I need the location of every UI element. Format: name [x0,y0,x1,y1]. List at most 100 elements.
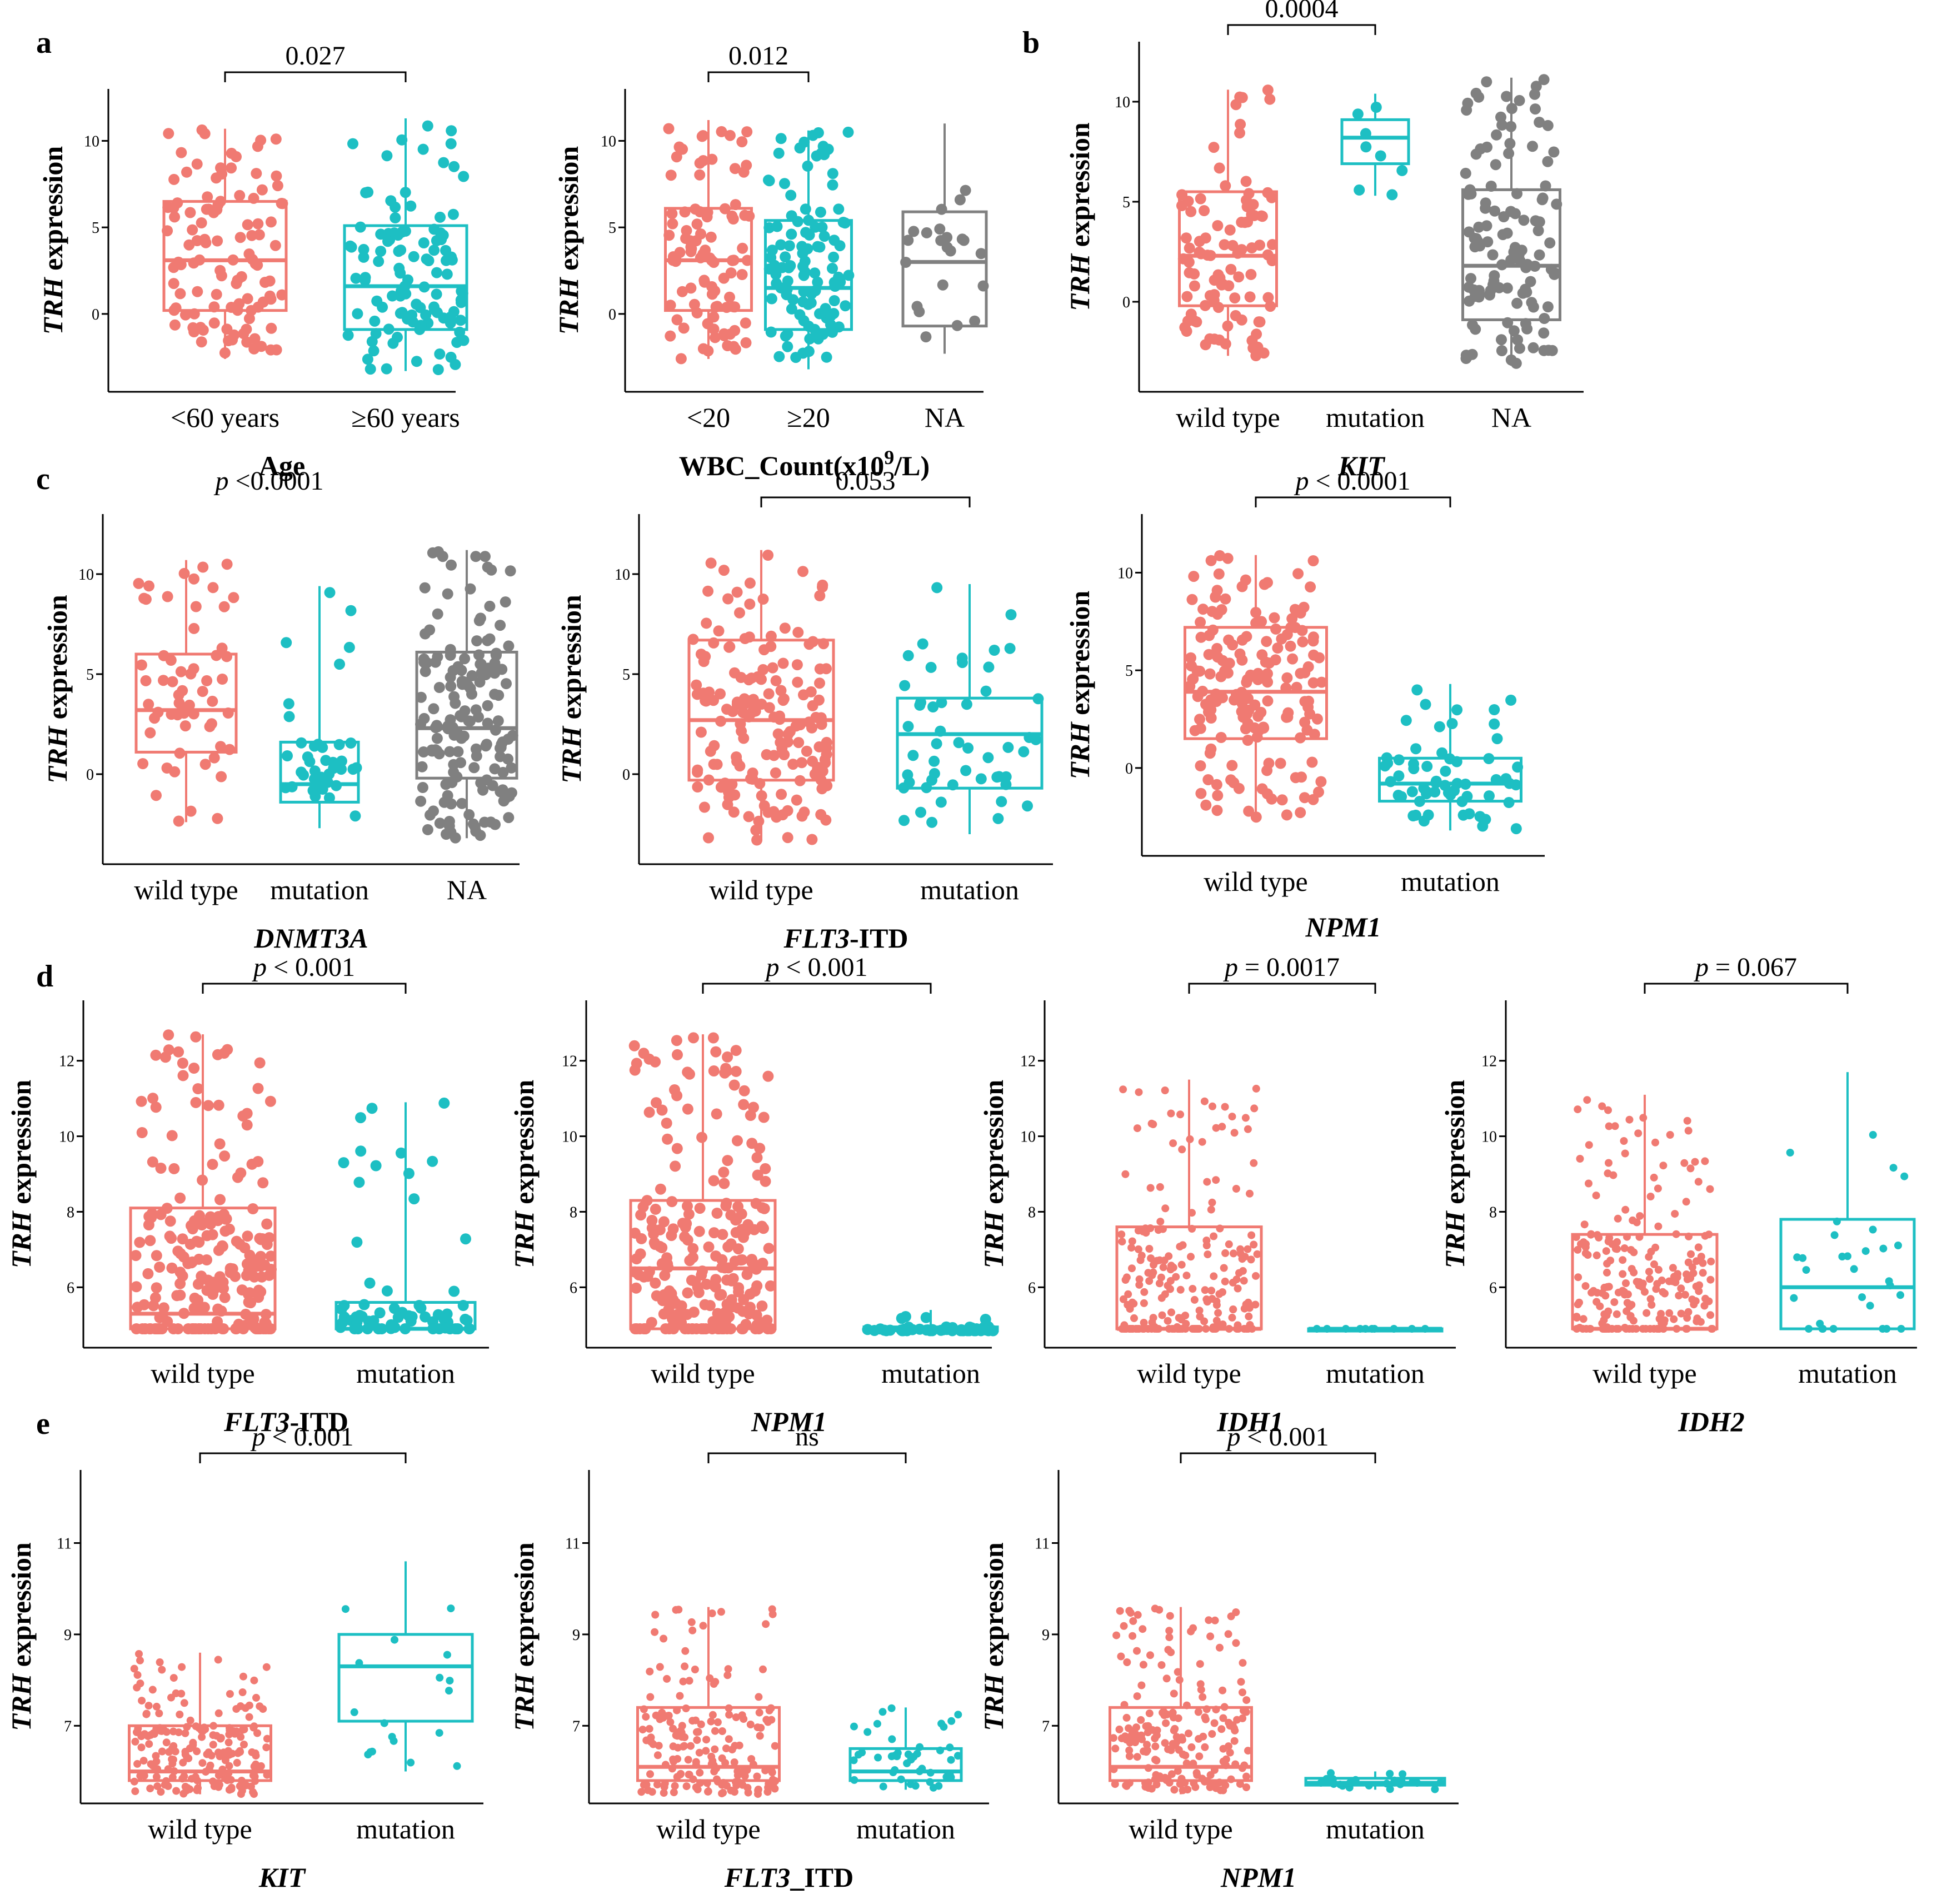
y-tick-label: 11 [1035,1536,1050,1553]
data-point [192,1294,204,1306]
data-point [216,771,227,782]
data-point [1187,1253,1195,1261]
data-point [490,649,502,660]
data-point [906,1780,915,1788]
data-point [1408,763,1420,775]
data-point [351,1317,363,1328]
data-point [219,1225,231,1237]
data-point [910,1753,918,1761]
data-point [1297,636,1309,647]
data-point [1245,268,1257,280]
data-point [1693,1314,1701,1323]
data-point [798,689,809,701]
data-point [701,1278,712,1290]
data-point [1210,1232,1218,1240]
data-point [390,1737,398,1745]
data-point [656,1104,668,1116]
data-point [679,1231,691,1243]
data-point [139,1757,148,1765]
data-point [505,565,516,577]
data-point [996,796,1007,808]
data-point [1224,1630,1232,1638]
data-point [473,615,485,626]
data-point [682,1782,691,1791]
data-point [415,795,427,807]
data-point [833,203,845,215]
data-point [925,661,937,673]
data-point [207,1159,218,1170]
data-point [468,762,480,774]
data-point [682,1200,693,1212]
data-point [850,1722,858,1731]
data-point [797,247,808,259]
data-point [1610,1298,1619,1306]
data-point [825,319,836,331]
data-point [234,1749,242,1757]
data-point [771,1785,779,1793]
data-point [960,765,972,776]
data-point [646,1667,654,1676]
data-point [283,711,295,722]
category-1 [1779,1072,1916,1333]
data-point [1134,1227,1142,1235]
data-point [474,676,486,688]
data-point [1844,1252,1851,1260]
data-point [1119,1295,1127,1303]
x-axis-title: WBC_Count(x109/L) [679,446,930,481]
data-point [351,762,362,774]
data-point [763,1243,775,1254]
data-point [1246,1189,1254,1198]
box [901,210,988,328]
data-point [1232,1639,1240,1647]
data-point [1199,1693,1207,1701]
data-point [673,1755,682,1763]
data-point [679,1677,687,1686]
data-point [928,755,940,767]
data-point [1648,1300,1656,1309]
data-point [1125,1746,1134,1755]
data-point [1673,1273,1681,1282]
data-point [891,1752,898,1760]
data-point [456,675,468,687]
p-value: ns [795,1422,819,1452]
data-point [133,1760,142,1768]
data-point [786,228,797,240]
data-point [1503,148,1515,160]
data-point [1149,1726,1156,1734]
x-axis-title-part: KIT [258,1862,307,1893]
x-tick-label: wild type [1204,866,1307,897]
y-tick-label: 11 [57,1536,72,1553]
data-point [685,1771,693,1779]
data-point [353,1177,365,1188]
data-point [783,262,795,273]
data-point [169,211,181,223]
data-point [252,1156,264,1167]
data-point [1675,1292,1683,1300]
data-point [1635,1278,1644,1286]
data-point [1666,1131,1674,1139]
data-point [732,1713,740,1721]
data-point [146,1208,158,1219]
data-point [738,166,750,178]
data-point [364,1751,372,1758]
data-point [681,225,692,236]
y-tick-label: 0 [608,306,616,323]
data-point [725,328,736,340]
p-value: 0.027 [286,41,346,71]
data-point [481,774,492,786]
data-point [1140,1319,1148,1327]
data-point [731,1742,739,1750]
data-point [1180,232,1192,244]
data-point [1167,1770,1176,1778]
y-axis-label-gene: TRH [1064,253,1095,311]
data-point [678,1722,686,1730]
data-point [969,315,981,327]
data-point [1282,707,1294,719]
data-point [1177,1315,1186,1324]
data-point [265,344,277,356]
data-point [241,1119,253,1131]
data-point [755,1693,763,1701]
data-point [661,1118,672,1129]
data-point [1465,273,1476,285]
